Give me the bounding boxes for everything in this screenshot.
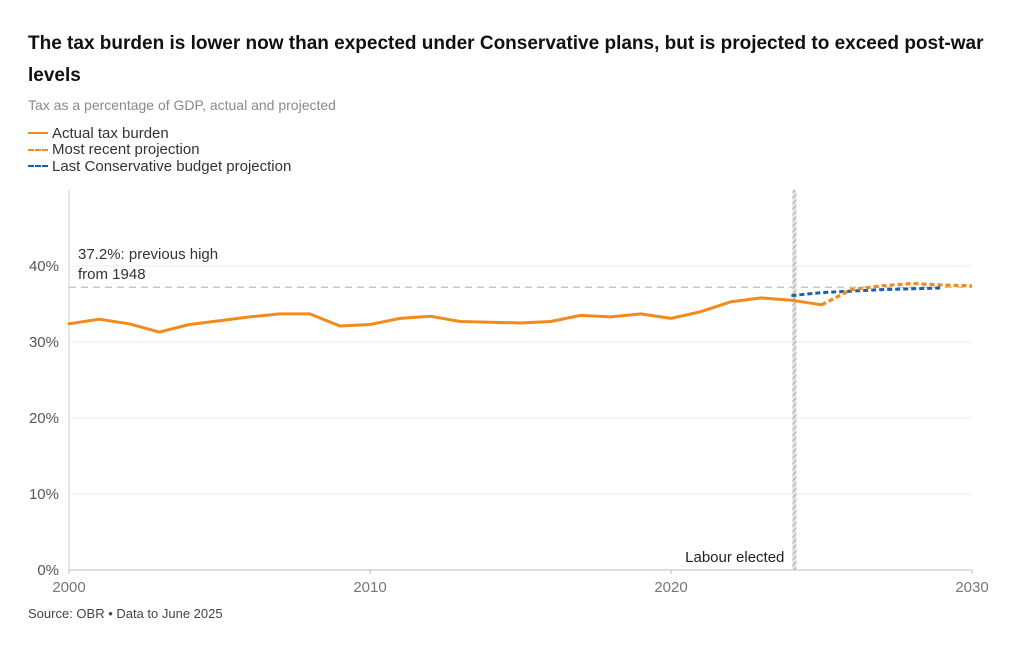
chart-source: Source: OBR • Data to June 2025: [28, 606, 223, 621]
legend: Actual tax burden Most recent projection…: [28, 125, 291, 175]
legend-swatch-recent-projection: [28, 148, 48, 151]
legend-swatch-actual: [28, 132, 48, 135]
legend-item-conservative-projection: Last Conservative budget projection: [28, 158, 291, 175]
labour-elected-marker: [792, 190, 797, 570]
labour-elected-label: Labour elected: [685, 549, 784, 566]
series-line-conservative_projection: [791, 286, 942, 298]
y-tick-label-10: 10%: [29, 486, 59, 503]
series-line-actual: [67, 296, 823, 334]
legend-swatch-conservative-projection: [28, 165, 48, 168]
legend-label-actual: Actual tax burden: [52, 124, 169, 142]
x-tick-label-2000: 2000: [52, 579, 85, 596]
legend-item-actual: Actual tax burden: [28, 125, 291, 142]
legend-item-recent-projection: Most recent projection: [28, 141, 291, 159]
chart-subtitle: Tax as a percentage of GDP, actual and p…: [28, 97, 336, 113]
legend-label-conservative-projection: Last Conservative budget projection: [52, 157, 292, 175]
series-line-recent_projection: [820, 281, 973, 307]
x-tick-label-2020: 2020: [654, 579, 687, 596]
y-tick-label-20: 20%: [29, 410, 59, 427]
x-tick-label-2030: 2030: [955, 579, 988, 596]
reference-label-line2: from 1948: [78, 266, 146, 283]
y-tick-label-30: 30%: [29, 334, 59, 351]
reference-label-line1: 37.2%: previous high: [78, 246, 218, 263]
y-tick-label-0: 0%: [37, 562, 59, 579]
chart-title: The tax burden is lower now than expecte…: [28, 33, 984, 86]
y-tick-label-40: 40%: [29, 258, 59, 275]
legend-label-recent-projection: Most recent projection: [52, 141, 200, 159]
x-tick-label-2010: 2010: [353, 579, 386, 596]
